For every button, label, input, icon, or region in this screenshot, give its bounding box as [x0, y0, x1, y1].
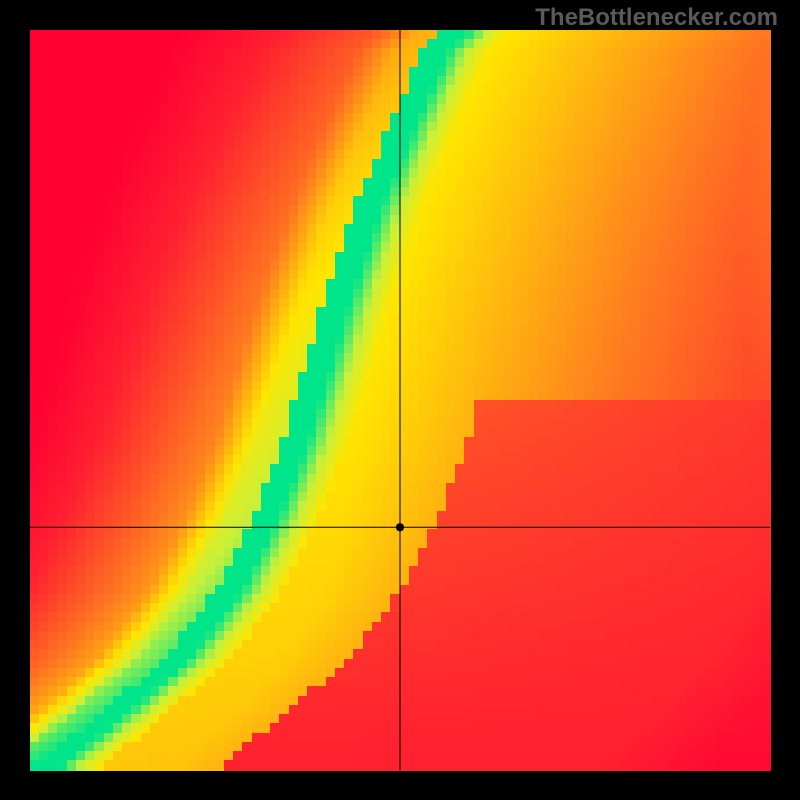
watermark-text: TheBottlenecker.com	[535, 4, 778, 32]
chart-container: TheBottlenecker.com	[0, 0, 800, 800]
bottleneck-heatmap	[0, 0, 800, 800]
